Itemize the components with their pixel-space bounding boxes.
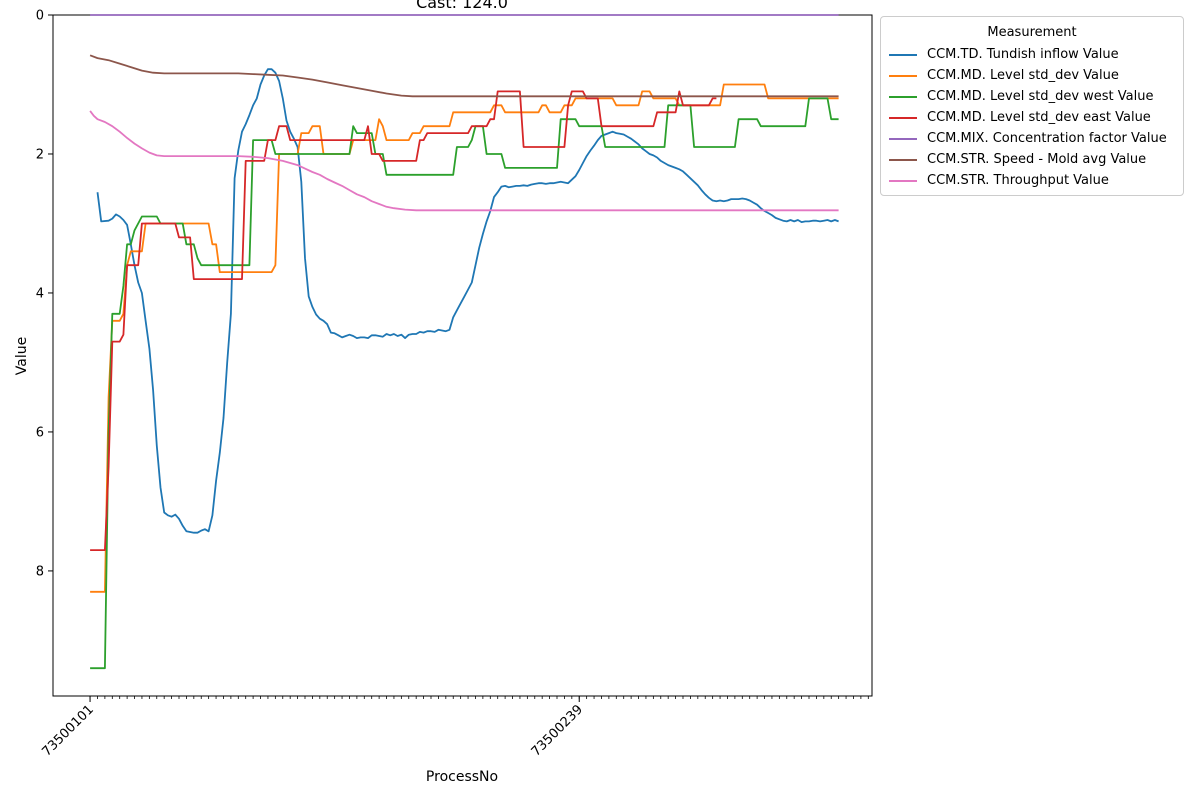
series-line-2 — [90, 97, 839, 670]
y-tick-label: 0 — [36, 9, 44, 24]
legend-label: CCM.TD. Tundish inflow Value — [927, 47, 1119, 62]
legend-swatch — [889, 179, 917, 182]
y-tick-label: 4 — [36, 286, 44, 301]
legend-label: CCM.STR. Throughput Value — [927, 173, 1109, 188]
series-line-3 — [90, 90, 717, 551]
chart-title: Cast: 124.0 — [416, 0, 508, 12]
x-axis-label: ProcessNo — [426, 769, 498, 785]
legend-item: CCM.MD. Level std_dev west Value — [881, 86, 1183, 107]
legend-swatch — [889, 95, 917, 98]
legend-items: CCM.TD. Tundish inflow Value CCM.MD. Leve… — [881, 44, 1183, 191]
y-tick-label: 2 — [36, 147, 44, 162]
series-line-5 — [89, 54, 839, 98]
legend-item: CCM.MIX. Concentration factor Value — [881, 128, 1183, 149]
legend-swatch — [889, 74, 917, 77]
legend-swatch — [889, 137, 917, 140]
legend-item: CCM.TD. Tundish inflow Value — [881, 44, 1183, 65]
legend-item: CCM.MD. Level std_dev Value — [881, 65, 1183, 86]
legend-item: CCM.MD. Level std_dev east Value — [881, 107, 1183, 128]
legend-swatch — [889, 116, 917, 119]
x-tick-label: 73500101 — [39, 702, 96, 759]
y-tick-label: 6 — [36, 425, 44, 440]
legend-label: CCM.MD. Level std_dev Value — [927, 68, 1119, 83]
legend: Measurement CCM.TD. Tundish inflow Value… — [880, 16, 1184, 196]
series-line-6 — [89, 110, 839, 212]
legend-item: CCM.STR. Throughput Value — [881, 170, 1183, 191]
plot-area: 73500101 73500239 0 2 4 6 8 — [36, 9, 873, 760]
plot-frame — [52, 14, 873, 697]
legend-label: CCM.STR. Speed - Mold avg Value — [927, 152, 1147, 167]
x-tick-label: 73500239 — [529, 702, 586, 759]
y-axis-label: Value — [14, 337, 30, 375]
legend-swatch — [889, 53, 917, 56]
series-line-0 — [96, 68, 839, 534]
series-line-1 — [90, 83, 839, 593]
y-tick-label: 8 — [36, 564, 44, 579]
legend-label: CCM.MD. Level std_dev west Value — [927, 89, 1154, 104]
legend-title: Measurement — [987, 25, 1077, 40]
legend-label: CCM.MD. Level std_dev east Value — [927, 110, 1151, 125]
legend-swatch — [889, 158, 917, 161]
legend-item: CCM.STR. Speed - Mold avg Value — [881, 149, 1183, 170]
legend-label: CCM.MIX. Concentration factor Value — [927, 131, 1167, 146]
